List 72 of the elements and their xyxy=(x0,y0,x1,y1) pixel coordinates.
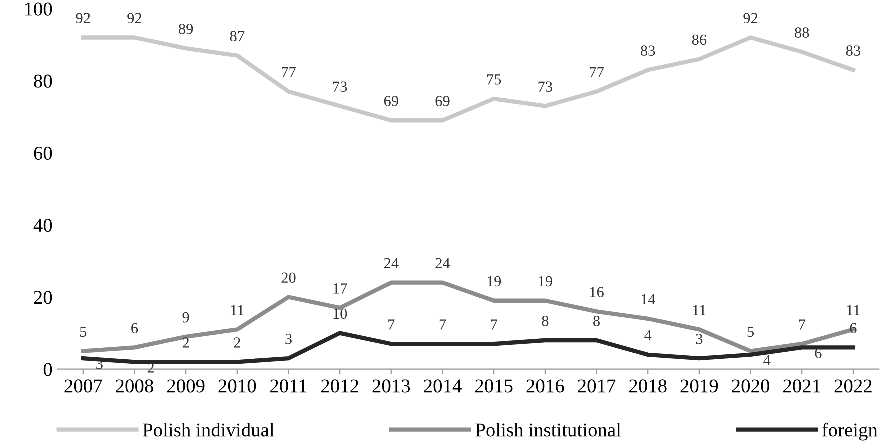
data-label: 20 xyxy=(282,272,296,284)
data-label: 89 xyxy=(179,24,194,34)
data-label: 7 xyxy=(440,320,446,330)
legend-label: foreign xyxy=(822,422,878,441)
data-label: 9 xyxy=(182,312,190,323)
data-label: 2 xyxy=(148,362,154,373)
data-label: 11 xyxy=(231,305,244,316)
y-tick-label: 100 xyxy=(25,2,52,16)
data-label: 4 xyxy=(764,355,771,366)
x-tick-label: 2016 xyxy=(526,380,564,393)
data-label: 7 xyxy=(491,320,498,330)
data-label: 69 xyxy=(436,96,450,106)
data-label: 16 xyxy=(590,287,604,298)
data-label: 8 xyxy=(542,316,549,326)
y-tick-label: 20 xyxy=(34,291,52,304)
data-label: 3 xyxy=(696,334,703,344)
data-label: 69 xyxy=(384,96,398,106)
data-label: 83 xyxy=(846,46,860,56)
data-label: 5 xyxy=(748,326,754,338)
legend-label: Polish individual xyxy=(143,423,274,437)
data-label: 3 xyxy=(286,334,292,344)
data-label: 11 xyxy=(693,305,706,316)
data-label: 77 xyxy=(590,67,604,78)
data-label: 2 xyxy=(182,338,190,348)
data-label: 7 xyxy=(388,320,395,330)
data-label: 14 xyxy=(642,294,656,305)
data-label: 77 xyxy=(282,67,296,78)
data-label: 86 xyxy=(692,34,707,46)
data-label: 6 xyxy=(815,348,822,358)
data-label: 24 xyxy=(436,258,450,268)
data-label: 5 xyxy=(80,326,87,338)
x-tick-label: 2013 xyxy=(372,380,410,393)
data-label: 88 xyxy=(795,28,810,38)
x-tick-label: 2009 xyxy=(167,380,205,393)
data-label: 19 xyxy=(539,276,552,287)
data-label: 92 xyxy=(744,13,758,24)
data-label: 11 xyxy=(847,305,860,316)
data-label: 17 xyxy=(334,284,348,294)
x-tick-label: 2010 xyxy=(218,380,256,393)
legend-label: Polish institutional xyxy=(476,423,622,437)
x-tick-label: 2021 xyxy=(784,380,820,393)
data-label: 2 xyxy=(234,338,240,348)
x-tick-label: 2012 xyxy=(321,380,358,393)
data-label: 19 xyxy=(488,276,502,287)
x-tick-label: 2020 xyxy=(732,380,770,393)
data-label: 92 xyxy=(76,13,90,24)
y-tick-label: 40 xyxy=(34,218,52,232)
y-tick-label: 0 xyxy=(44,363,52,376)
x-tick-label: 2019 xyxy=(680,380,718,393)
y-tick-label: 60 xyxy=(34,146,52,160)
x-tick-label: 2015 xyxy=(476,380,513,393)
data-label: 83 xyxy=(641,46,656,56)
x-tick-label: 2017 xyxy=(578,380,616,393)
data-label: 24 xyxy=(384,258,399,268)
x-tick-label: 2007 xyxy=(64,380,102,393)
data-label: 10 xyxy=(334,308,348,320)
x-tick-label: 2011 xyxy=(270,380,307,393)
data-label: 73 xyxy=(333,82,348,92)
data-label: 3 xyxy=(96,359,103,370)
data-label: 92 xyxy=(128,13,142,24)
x-tick-label: 2022 xyxy=(834,380,872,393)
data-label: 73 xyxy=(538,82,552,92)
x-tick-label: 2008 xyxy=(116,380,154,393)
data-label: 4 xyxy=(644,330,652,341)
y-tick-label: 80 xyxy=(34,74,52,88)
data-label: 75 xyxy=(487,74,502,85)
x-tick-label: 2014 xyxy=(424,380,462,393)
data-label: 87 xyxy=(230,31,245,42)
data-label: 7 xyxy=(799,320,806,330)
x-tick-label: 2018 xyxy=(630,380,667,393)
data-label: 8 xyxy=(594,316,600,326)
data-label: 6 xyxy=(132,323,138,334)
